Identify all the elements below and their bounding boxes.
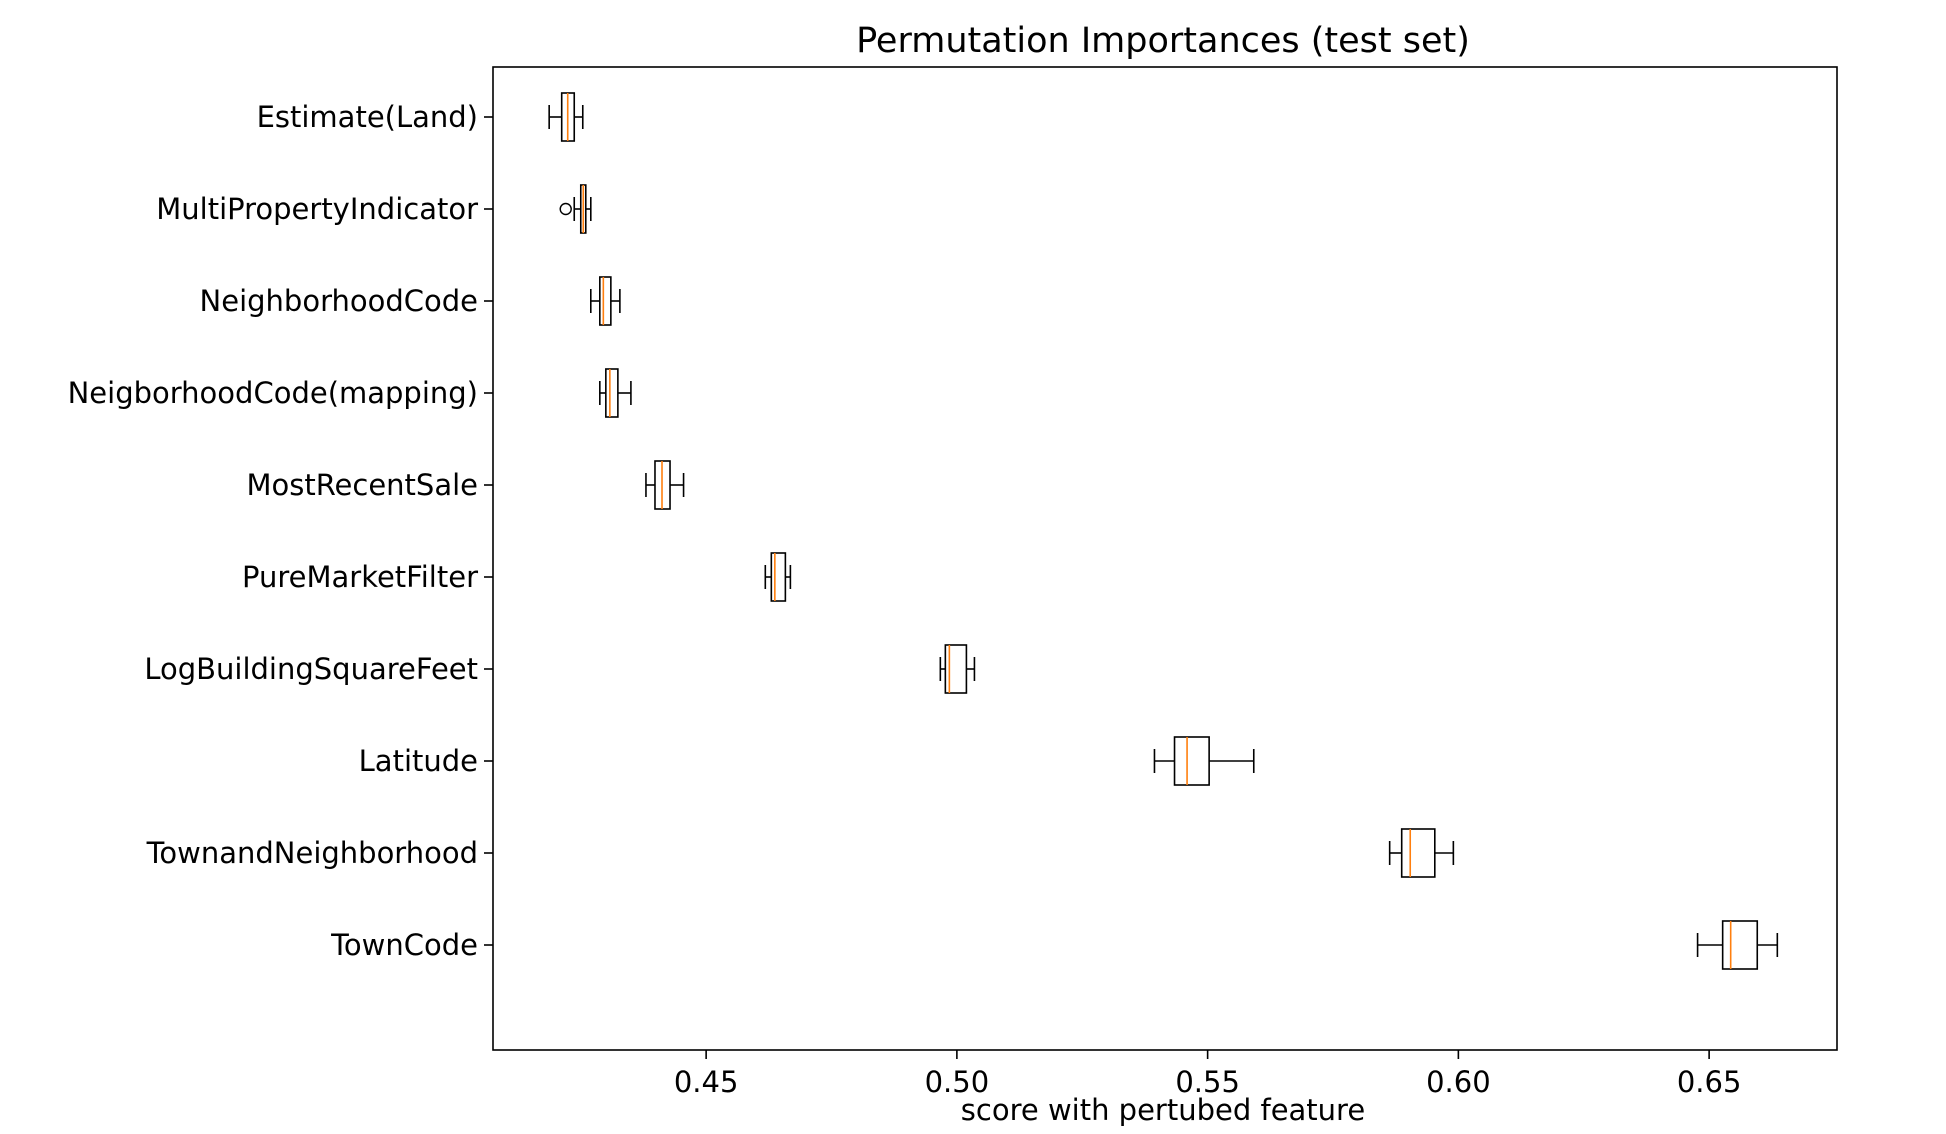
y-tick-label: MultiPropertyIndicator <box>156 192 478 226</box>
box <box>1173 736 1210 786</box>
x-tick-label: 0.55 <box>1175 1065 1240 1099</box>
x-tick-label: 0.60 <box>1426 1065 1491 1099</box>
chart-title: Permutation Importances (test set) <box>856 21 1470 61</box>
box <box>770 552 787 602</box>
box <box>1400 828 1436 878</box>
y-tick-label: NeigborhoodCode(mapping) <box>68 376 478 410</box>
flier-point <box>559 202 572 216</box>
x-tick-label: 0.65 <box>1677 1065 1742 1099</box>
box <box>944 644 968 694</box>
y-tick-label: PureMarketFilter <box>242 560 478 594</box>
x-tick-label: 0.45 <box>674 1065 739 1099</box>
plot-frame <box>492 66 1838 1051</box>
box <box>599 276 612 326</box>
plot-area: 0.45 0.50 0.55 0.60 0.65 Estimate(Land) MultiP… <box>68 66 1838 1099</box>
y-tick-label: Latitude <box>359 744 478 778</box>
box <box>605 368 619 418</box>
y-tick-label: Estimate(Land) <box>257 100 478 134</box>
box <box>1721 920 1759 970</box>
y-tick-label: LogBuildingSquareFeet <box>144 652 478 686</box>
y-tick-label: NeighborhoodCode <box>200 284 478 318</box>
y-tick-label: MostRecentSale <box>246 468 478 502</box>
y-tick-label: TownandNeighborhood <box>146 836 478 870</box>
x-tick-label: 0.50 <box>925 1065 990 1099</box>
y-tick-label: TownCode <box>330 928 478 962</box>
x-axis-label: score with pertubed feature <box>961 1093 1365 1127</box>
